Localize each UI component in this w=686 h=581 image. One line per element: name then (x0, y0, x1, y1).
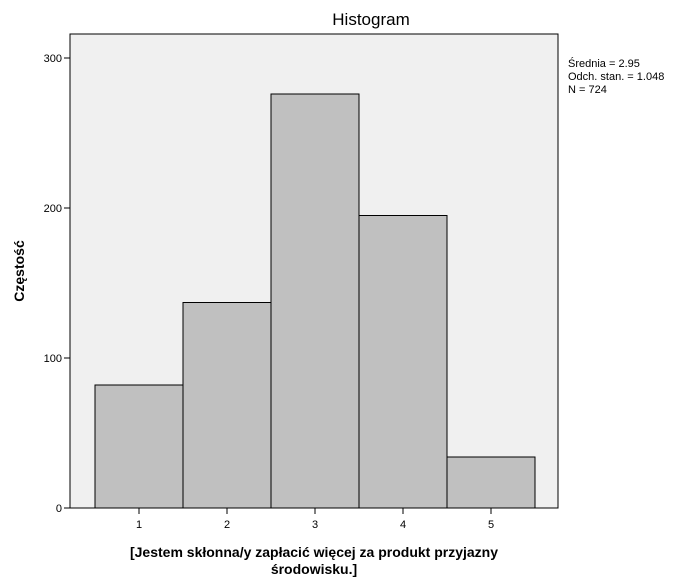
y-axis-label: Częstość (11, 240, 27, 302)
stat-mean: Średnia = 2.95 (568, 57, 640, 70)
histogram-bar-4 (358, 215, 448, 509)
histogram-bar-2 (182, 302, 272, 509)
x-axis-label-line-2: środowisku.] (271, 561, 357, 577)
y-tick-label: 100 (44, 353, 62, 365)
chart-title: Histogram (332, 10, 409, 29)
stat-std-dev: Odch. stan. = 1.048 (568, 71, 664, 83)
x-tick-label: 3 (312, 519, 318, 531)
x-axis-label-line-1: [Jestem skłonna/y zapłacić więcej za pro… (130, 544, 498, 560)
histogram-bar-1 (94, 384, 184, 509)
x-tick-label: 1 (136, 519, 142, 531)
histogram-bar-3 (270, 93, 360, 509)
y-tick-label: 300 (44, 53, 62, 65)
y-tick-label: 200 (44, 203, 62, 215)
x-tick-label: 5 (488, 519, 494, 531)
x-tick-label: 4 (400, 519, 406, 531)
x-tick-label: 2 (224, 519, 230, 531)
stat-n: N = 724 (568, 84, 607, 96)
y-tick-label: 0 (56, 503, 62, 515)
histogram-bar-5 (446, 456, 536, 509)
